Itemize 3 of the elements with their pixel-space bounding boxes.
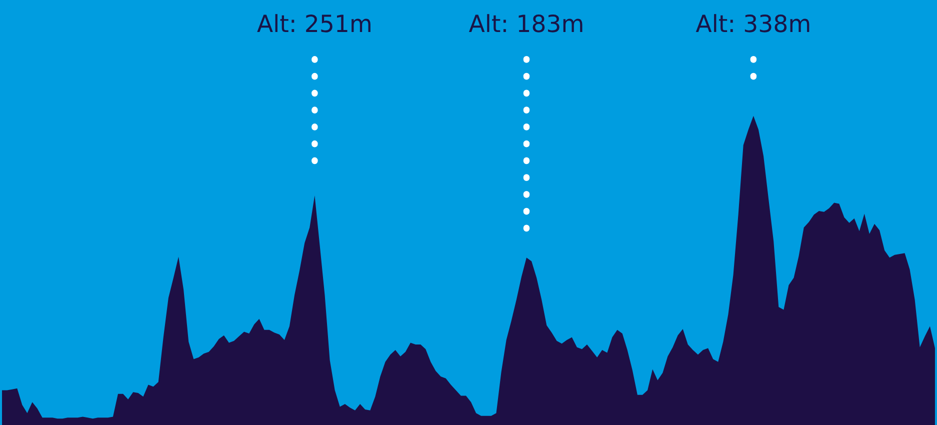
data-label: Alt: 183m bbox=[468, 14, 582, 32]
data-label: Alt: 251m bbox=[257, 14, 370, 32]
data-label: Alt: 338m bbox=[696, 14, 810, 32]
